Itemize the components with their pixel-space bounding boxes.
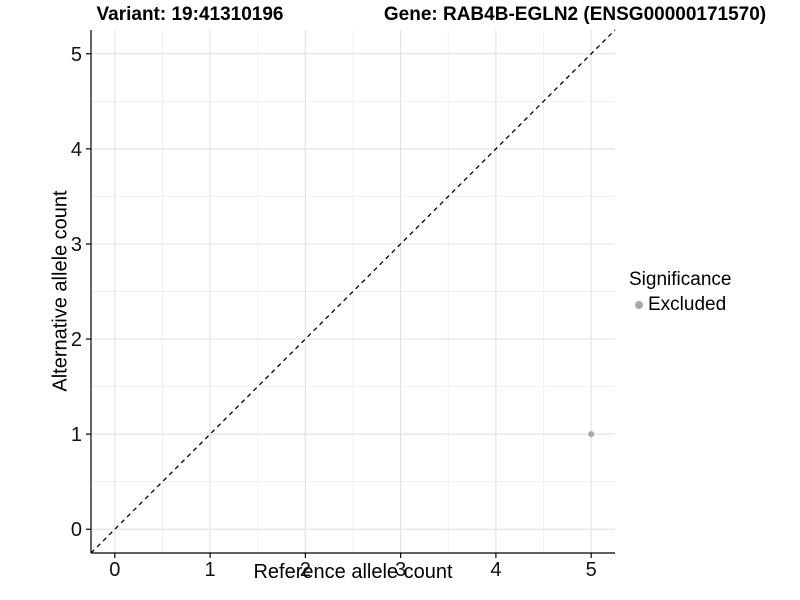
legend-item-excluded: Excluded — [635, 294, 731, 316]
x-tick-label: 0 — [109, 559, 120, 581]
data-point-excluded — [588, 431, 595, 438]
y-tick-label: 2 — [71, 329, 82, 351]
gene-title: Gene: RAB4B-EGLN2 (ENSG00000171570) — [383, 4, 767, 25]
variant-title: Variant: 19:41310196 — [96, 4, 284, 25]
y-tick-label: 1 — [71, 424, 82, 446]
legend: Significance Excluded — [629, 269, 731, 316]
x-tick-label: 2 — [300, 559, 311, 581]
y-tick-label: 3 — [71, 234, 82, 256]
y-tick-label: 4 — [71, 139, 82, 161]
legend-item-label: Excluded — [648, 294, 727, 315]
x-tick-label: 4 — [490, 559, 501, 581]
legend-title: Significance — [629, 269, 732, 290]
x-axis-title: Reference allele count — [253, 561, 453, 583]
x-tick-label: 5 — [586, 559, 597, 581]
y-tick-label: 5 — [71, 44, 82, 66]
identity-dashed-line — [90, 29, 616, 554]
y-tick-label: 0 — [71, 519, 82, 541]
legend-point-icon — [635, 301, 643, 309]
y-axis-title: Alternative allele count — [49, 190, 72, 392]
x-tick-label: 3 — [395, 559, 406, 581]
x-tick-label: 1 — [205, 559, 216, 581]
